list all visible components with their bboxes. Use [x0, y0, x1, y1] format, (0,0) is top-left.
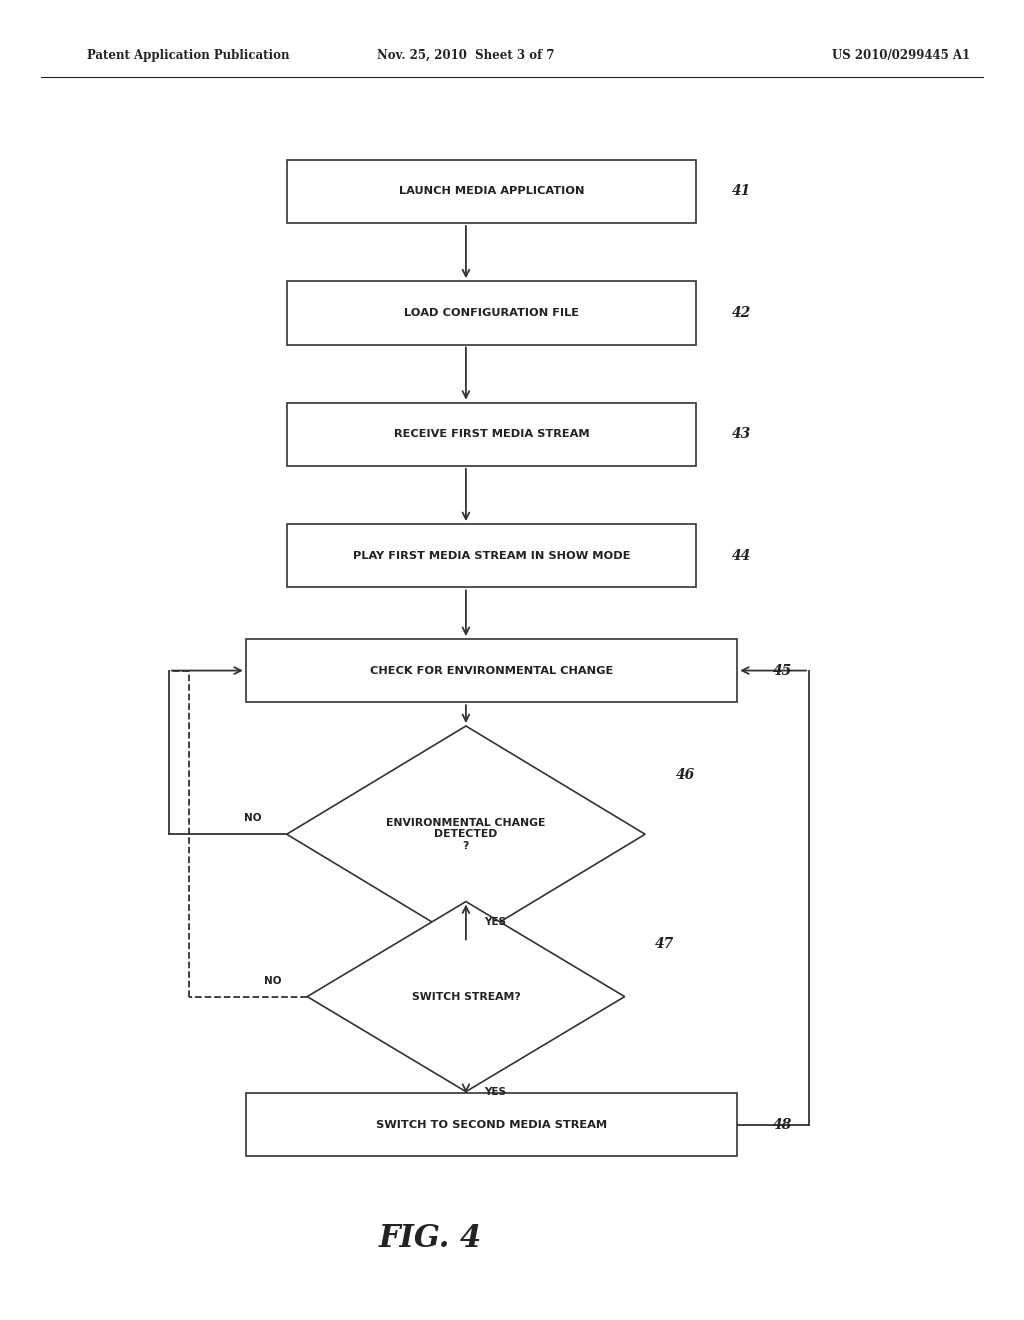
- Bar: [246, 1093, 737, 1156]
- Text: FIG. 4: FIG. 4: [379, 1222, 481, 1254]
- Bar: [287, 524, 696, 587]
- Bar: [287, 160, 696, 223]
- Text: 48: 48: [773, 1118, 793, 1131]
- Text: NO: NO: [244, 813, 261, 824]
- Text: 46: 46: [676, 768, 695, 781]
- Polygon shape: [307, 902, 625, 1092]
- Text: PLAY FIRST MEDIA STREAM IN SHOW MODE: PLAY FIRST MEDIA STREAM IN SHOW MODE: [353, 550, 630, 561]
- Text: 45: 45: [773, 664, 793, 677]
- Bar: [246, 639, 737, 702]
- Text: ENVIRONMENTAL CHANGE
DETECTED
?: ENVIRONMENTAL CHANGE DETECTED ?: [386, 817, 546, 851]
- Bar: [287, 281, 696, 345]
- Text: 41: 41: [732, 185, 752, 198]
- Text: SWITCH TO SECOND MEDIA STREAM: SWITCH TO SECOND MEDIA STREAM: [376, 1119, 607, 1130]
- Text: CHECK FOR ENVIRONMENTAL CHANGE: CHECK FOR ENVIRONMENTAL CHANGE: [370, 665, 613, 676]
- Text: RECEIVE FIRST MEDIA STREAM: RECEIVE FIRST MEDIA STREAM: [393, 429, 590, 440]
- Text: Nov. 25, 2010  Sheet 3 of 7: Nov. 25, 2010 Sheet 3 of 7: [377, 49, 555, 62]
- Text: 44: 44: [732, 549, 752, 562]
- Polygon shape: [287, 726, 645, 942]
- Text: LAUNCH MEDIA APPLICATION: LAUNCH MEDIA APPLICATION: [398, 186, 585, 197]
- Text: YES: YES: [484, 917, 506, 927]
- Text: SWITCH STREAM?: SWITCH STREAM?: [412, 991, 520, 1002]
- Text: YES: YES: [484, 1088, 506, 1097]
- Text: Patent Application Publication: Patent Application Publication: [87, 49, 290, 62]
- Text: 42: 42: [732, 306, 752, 319]
- Text: 43: 43: [732, 428, 752, 441]
- Bar: [287, 403, 696, 466]
- Text: LOAD CONFIGURATION FILE: LOAD CONFIGURATION FILE: [404, 308, 579, 318]
- Text: NO: NO: [264, 975, 282, 986]
- Text: US 2010/0299445 A1: US 2010/0299445 A1: [833, 49, 970, 62]
- Text: 47: 47: [655, 937, 675, 952]
